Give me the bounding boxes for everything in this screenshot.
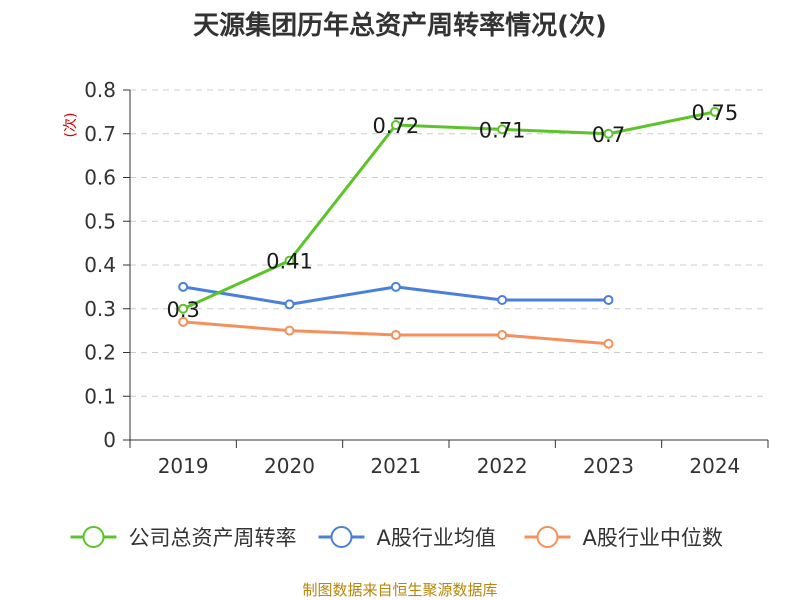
data-point: [178, 281, 189, 292]
data-label: 0.3: [166, 298, 199, 322]
y-tick-label: 0.1: [84, 384, 116, 408]
gridlines: [130, 89, 768, 397]
y-tick-label: 0.3: [84, 297, 116, 321]
data-point: [603, 128, 614, 139]
chart-title: 天源集团历年总资产周转率情况(次): [193, 10, 607, 41]
data-point: [178, 303, 189, 314]
data-point: [178, 316, 189, 327]
data-point: [390, 120, 401, 130]
series-line: [182, 110, 716, 311]
data-label: 0.41: [266, 250, 313, 274]
x-tick-label: 2021: [370, 454, 421, 478]
x-tick-label: 2024: [689, 454, 740, 478]
x-tick-label: 2020: [264, 454, 315, 478]
y-tick-label: 0.6: [84, 166, 116, 190]
legend-label: A股行业均值: [377, 526, 496, 550]
y-axis-label: (次): [63, 113, 79, 138]
data-point: [284, 299, 295, 310]
data-point: [390, 281, 401, 292]
x-tick-label: 2022: [477, 454, 528, 478]
y-tick-label: 0.2: [84, 341, 116, 365]
data-label: 0.7: [592, 123, 625, 147]
data-labels: 0.3 0.41 0.72 0.71 0.7 0.75: [166, 101, 738, 322]
data-point: [603, 295, 614, 305]
y-tick-label: 0.7: [84, 122, 116, 146]
legend-label: A股行业中位数: [583, 526, 723, 550]
y-tick-label: 0: [103, 428, 116, 452]
axes: 0 0.1 0.2 0.3 0.4 0.5 0.6 0.7 0.8 2019 2020 2021 202…: [84, 78, 769, 478]
legend-swatch-marker: [536, 526, 559, 548]
data-point: [390, 330, 401, 340]
x-tick-label: 2023: [583, 454, 634, 478]
series-group: [178, 106, 720, 349]
legend-swatch-marker: [330, 526, 353, 548]
data-label: 0.75: [691, 101, 738, 125]
y-tick-label: 0.4: [84, 253, 116, 277]
data-point: [497, 295, 508, 305]
legend-item: A股行业中位数: [524, 526, 723, 550]
legend-label: 公司总资产周转率: [129, 526, 297, 550]
data-point: [603, 338, 614, 349]
legend-item: A股行业均值: [318, 526, 496, 550]
source-note: 制图数据来自恒生聚源数据库: [302, 581, 497, 599]
data-label: 0.72: [372, 114, 419, 138]
data-label: 0.71: [479, 118, 526, 142]
legend-item: 公司总资产周转率: [70, 526, 297, 550]
x-tick-label: 2019: [158, 454, 209, 478]
data-point: [497, 330, 508, 340]
data-point: [709, 106, 720, 117]
data-point: [497, 124, 508, 135]
data-point: [284, 325, 295, 336]
data-point: [284, 255, 295, 266]
y-tick-label: 0.8: [84, 78, 116, 102]
y-tick-label: 0.5: [84, 209, 116, 233]
legend-swatch-marker: [82, 526, 105, 548]
legend: 公司总资产周转率 A股行业均值 A股行业中位数: [70, 526, 723, 550]
